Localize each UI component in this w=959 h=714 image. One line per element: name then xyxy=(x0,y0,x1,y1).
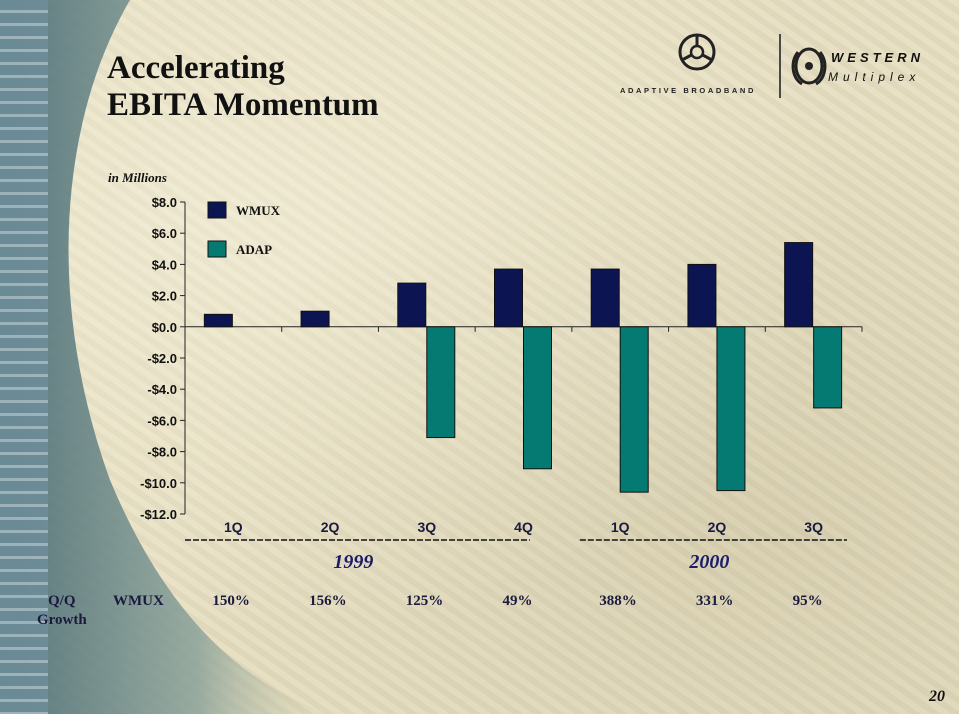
y-tick-label: -$4.0 xyxy=(147,382,177,397)
y-tick-label: $2.0 xyxy=(152,289,177,304)
growth-value: 156% xyxy=(309,593,347,609)
logo-divider xyxy=(779,34,781,98)
bar-adap xyxy=(523,326,552,470)
x-category-label: 2Q xyxy=(708,519,727,535)
growth-series-label: WMUX xyxy=(113,593,164,609)
growth-label-line-1: Q/Q xyxy=(48,593,76,609)
y-tick-label: $4.0 xyxy=(152,257,177,272)
y-tick-label: $8.0 xyxy=(152,195,177,210)
units-label: in Millions xyxy=(108,170,167,185)
legend-swatch-adap xyxy=(207,240,227,258)
bar-wmux xyxy=(494,268,523,328)
x-category-label: 4Q xyxy=(514,519,533,535)
western-multiplex-mark-icon xyxy=(791,47,827,86)
adaptive-broadband-mark-icon xyxy=(678,33,716,71)
bar-wmux xyxy=(203,313,233,328)
slide-title-line-1: Accelerating xyxy=(107,50,285,86)
left-decorative-swoosh xyxy=(0,0,330,714)
qq-growth-row: Q/Q Growth WMUX 150% 156% 125% 49% 388% … xyxy=(0,593,959,633)
bar-wmux xyxy=(687,263,717,328)
year-label-2000: 2000 xyxy=(689,551,730,573)
bar-adap xyxy=(813,326,843,409)
x-category-label: 3Q xyxy=(804,519,823,535)
growth-value: 95% xyxy=(792,593,823,609)
multiplex-wordmark: Multiplex xyxy=(828,70,921,84)
bar-adap xyxy=(716,326,746,492)
bar-wmux xyxy=(784,242,814,328)
bar-adap xyxy=(619,326,649,493)
y-tick-label: -$10.0 xyxy=(140,476,177,491)
legend-label-adap: ADAP xyxy=(236,242,272,257)
growth-value: 331% xyxy=(695,593,734,609)
bar-wmux xyxy=(397,282,427,328)
growth-value: 49% xyxy=(502,593,533,609)
y-tick-label: -$8.0 xyxy=(147,445,177,460)
page-number: 20 xyxy=(929,688,945,705)
western-wordmark: WESTERN xyxy=(831,50,924,65)
slide-title: Accelerating EBITA Momentum xyxy=(107,50,379,124)
y-tick-label: -$2.0 xyxy=(147,351,177,366)
x-category-label: 1Q xyxy=(611,519,630,535)
left-stripes xyxy=(0,0,48,714)
x-category-label: 1Q xyxy=(224,519,243,535)
bar-adap xyxy=(426,326,456,439)
growth-value: 125% xyxy=(405,593,444,609)
adaptive-broadband-wordmark: ADAPTIVE BROADBAND xyxy=(620,86,756,95)
x-category-label: 3Q xyxy=(417,519,436,535)
bar-wmux xyxy=(590,268,620,328)
y-tick-label: $0.0 xyxy=(152,320,177,335)
y-tick-label: $6.0 xyxy=(152,226,177,241)
slide-title-line-2: EBITA Momentum xyxy=(107,87,379,123)
legend-label-wmux: WMUX xyxy=(236,203,281,218)
year-label-1999: 1999 xyxy=(333,551,374,573)
y-tick-label: -$12.0 xyxy=(140,507,177,522)
growth-value: 150% xyxy=(212,593,250,609)
growth-value: 388% xyxy=(599,593,637,609)
legend-swatch-wmux xyxy=(207,201,227,219)
y-tick-label: -$6.0 xyxy=(147,413,177,428)
x-category-label: 2Q xyxy=(321,519,340,535)
bar-wmux xyxy=(300,310,330,328)
western-multiplex-logo: WESTERN Multiplex xyxy=(788,44,958,94)
growth-label-line-2: Growth xyxy=(37,612,87,628)
adaptive-broadband-logo: ADAPTIVE BROADBAND xyxy=(620,30,770,102)
